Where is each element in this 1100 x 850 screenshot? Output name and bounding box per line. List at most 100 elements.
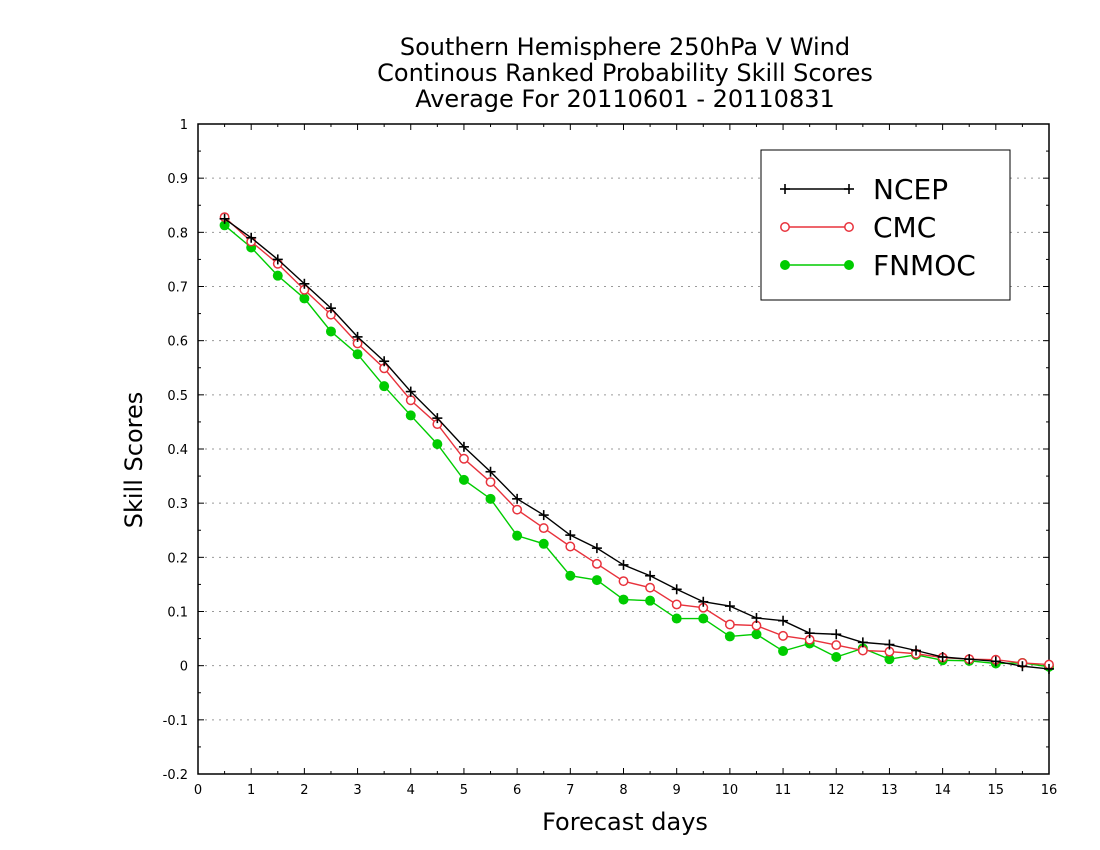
plot-frame — [197, 123, 1050, 775]
x-tick-label: 10 — [722, 783, 739, 798]
data-point-filled-circle — [405, 410, 416, 421]
x-tick-label: 5 — [460, 783, 468, 798]
legend-item-fnmoc: FNMOC — [780, 249, 976, 282]
data-point-open-circle — [565, 541, 576, 552]
data-point-open-circle — [485, 477, 496, 487]
data-point-plus — [1044, 663, 1054, 674]
data-point-plus — [857, 637, 868, 648]
data-point-plus — [565, 530, 576, 541]
data-point-plus — [698, 596, 709, 607]
data-point-open-circle — [724, 619, 735, 630]
legend-item-ncep: NCEP — [780, 173, 948, 206]
x-tick-label: 9 — [673, 783, 681, 798]
y-tick-label: 0.3 — [167, 497, 188, 512]
data-point-open-circle — [458, 453, 469, 464]
data-point-filled-circle — [512, 530, 523, 541]
data-point-plus — [645, 570, 656, 581]
data-point-filled-circle — [352, 349, 363, 360]
data-point-plus — [246, 232, 257, 243]
y-tick-label: 0 — [180, 660, 188, 675]
legend-label: CMC — [873, 211, 936, 244]
data-point-plus — [512, 493, 523, 504]
series-cmc — [219, 212, 1054, 670]
data-point-plus — [778, 615, 789, 626]
x-tick-label: 0 — [194, 783, 202, 798]
legend-label: NCEP — [873, 173, 948, 206]
y-tick-label: 0.4 — [167, 443, 188, 458]
x-tick-label: 7 — [566, 783, 574, 798]
y-tick-label: 0.9 — [167, 172, 188, 187]
data-point-plus — [379, 356, 390, 367]
data-point-plus — [432, 413, 443, 424]
x-tick-label: 14 — [934, 783, 951, 798]
chart-title-line-1: Southern Hemisphere 250hPa V Wind — [399, 33, 851, 61]
data-point-filled-circle — [485, 493, 496, 504]
x-tick-label: 13 — [881, 783, 898, 798]
legend-box — [760, 149, 1011, 301]
data-point-plus — [538, 510, 549, 521]
chart-title-line-2: Continous Ranked Probability Skill Score… — [377, 59, 873, 87]
data-point-plus — [299, 278, 310, 289]
data-point-plus — [485, 466, 496, 477]
x-axis-label: Forecast days — [542, 808, 708, 836]
data-point-filled-circle — [831, 652, 842, 662]
data-point-plus — [458, 441, 469, 452]
y-tick-label: 0.8 — [167, 226, 188, 241]
y-tick-label: -0.2 — [163, 768, 188, 783]
data-point-filled-circle — [778, 646, 789, 657]
data-point-plus — [780, 184, 790, 194]
data-point-plus — [844, 184, 854, 194]
data-point-filled-circle — [698, 613, 709, 624]
chart-title: Southern Hemisphere 250hPa V Wind Contin… — [0, 34, 1100, 112]
data-point-open-circle — [857, 645, 868, 656]
data-point-open-circle — [405, 395, 416, 406]
data-point-filled-circle — [591, 575, 602, 586]
y-axis-label: Skill Scores — [120, 391, 148, 529]
y-tick-label: 0.7 — [167, 281, 188, 296]
data-point-filled-circle — [272, 270, 283, 281]
data-point-plus — [618, 559, 629, 570]
data-point-open-circle — [780, 222, 790, 232]
data-point-open-circle — [538, 523, 549, 534]
data-point-filled-circle — [565, 570, 576, 581]
data-point-plus — [911, 645, 922, 656]
x-tick-label: 12 — [828, 783, 845, 798]
data-point-filled-circle — [724, 631, 735, 642]
legend-label: FNMOC — [873, 249, 976, 282]
data-point-filled-circle — [751, 629, 762, 640]
data-point-open-circle — [831, 640, 842, 651]
y-tick-label: 0.2 — [167, 551, 188, 566]
data-point-plus — [405, 386, 416, 397]
x-tick-label: 15 — [988, 783, 1005, 798]
x-tick-label: 2 — [300, 783, 308, 798]
x-tick-label: 4 — [407, 783, 415, 798]
data-point-plus — [751, 613, 762, 623]
data-point-plus — [325, 303, 336, 314]
legend: NCEP CMC FNMOC — [760, 149, 1011, 301]
data-point-plus — [964, 654, 975, 665]
series-line — [224, 218, 1050, 670]
y-tick-label: 0.5 — [167, 389, 188, 404]
data-point-filled-circle — [780, 260, 790, 270]
data-point-plus — [724, 601, 735, 612]
data-point-filled-circle — [844, 260, 854, 270]
data-point-filled-circle — [538, 538, 549, 549]
data-point-plus — [831, 629, 842, 640]
x-tick-label: 8 — [619, 783, 627, 798]
x-tick-label: 6 — [513, 783, 521, 798]
data-point-plus — [804, 628, 815, 639]
data-point-plus — [272, 254, 283, 265]
data-point-filled-circle — [325, 326, 336, 337]
y-tick-label: 1 — [180, 118, 188, 133]
legend-item-cmc: CMC — [780, 211, 936, 244]
data-point-open-circle — [671, 599, 682, 610]
data-point-plus — [671, 584, 682, 595]
data-point-filled-circle — [645, 595, 656, 606]
data-point-filled-circle — [379, 381, 390, 392]
x-tick-label: 16 — [1041, 783, 1058, 798]
data-point-plus — [352, 331, 363, 342]
data-point-open-circle — [778, 630, 789, 641]
data-point-plus — [219, 213, 230, 224]
data-point-open-circle — [591, 558, 602, 569]
